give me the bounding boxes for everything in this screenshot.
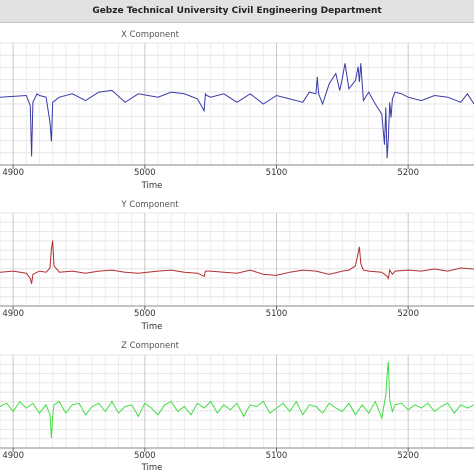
x-tick-label: 5200 [397, 451, 419, 461]
x-tick-label: 5100 [266, 168, 288, 178]
panel-title: Y Component [120, 200, 179, 210]
x-axis-label: Time [141, 322, 163, 332]
panel-title: Z Component [121, 341, 180, 351]
x-tick-label: 4900 [2, 309, 24, 319]
x-tick-label: 5200 [397, 168, 419, 178]
x-tick-label: 4900 [2, 451, 24, 461]
x-axis-label: Time [141, 181, 163, 191]
x-tick-label: 5000 [134, 168, 156, 178]
x-tick-label: 5200 [397, 309, 419, 319]
x-tick-label: 5100 [266, 309, 288, 319]
window-title: Gebze Technical University Civil Enginee… [92, 6, 382, 16]
x-tick-label: 5000 [134, 309, 156, 319]
series-line [0, 240, 474, 284]
series-line [0, 361, 474, 439]
x-tick-label: 5100 [266, 451, 288, 461]
panel-title: X Component [121, 30, 180, 40]
series-line [0, 63, 474, 159]
x-tick-label: 5000 [134, 451, 156, 461]
x-axis-label: Time [141, 463, 163, 473]
chart-title-bar: Gebze Technical University Civil Enginee… [0, 0, 474, 23]
x-tick-label: 4900 [2, 168, 24, 178]
